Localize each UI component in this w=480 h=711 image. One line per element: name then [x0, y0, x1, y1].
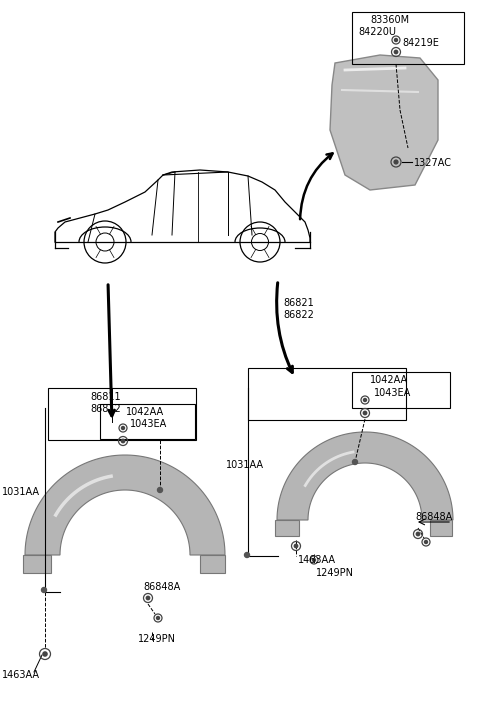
Text: 1031AA: 1031AA [2, 487, 40, 497]
Circle shape [416, 533, 420, 535]
Text: 84220U: 84220U [358, 27, 396, 37]
Polygon shape [330, 55, 438, 190]
Text: 1042AA: 1042AA [126, 407, 164, 417]
Text: 86848A: 86848A [415, 512, 452, 522]
Circle shape [294, 545, 298, 547]
Text: 84219E: 84219E [402, 38, 439, 48]
Text: 86822: 86822 [283, 310, 314, 320]
Bar [248, 368, 406, 420]
Bar [275, 520, 299, 536]
Text: 1463AA: 1463AA [2, 670, 40, 680]
Bar [200, 555, 225, 573]
Text: 1249PN: 1249PN [138, 634, 176, 644]
Circle shape [156, 616, 159, 619]
Text: 1043EA: 1043EA [374, 388, 411, 398]
Text: 86811: 86811 [90, 392, 120, 402]
Bar [430, 520, 452, 536]
Text: 1043EA: 1043EA [130, 419, 167, 429]
Text: 1327AC: 1327AC [414, 158, 452, 168]
Bar [352, 372, 450, 408]
Circle shape [157, 488, 163, 493]
Bar [23, 555, 51, 573]
Text: 1031AA: 1031AA [226, 460, 264, 470]
Polygon shape [277, 432, 453, 520]
Bar [100, 404, 195, 439]
Circle shape [363, 411, 367, 415]
Circle shape [146, 597, 150, 599]
Circle shape [312, 558, 315, 562]
Circle shape [424, 540, 428, 543]
Circle shape [352, 459, 358, 464]
Circle shape [363, 398, 367, 402]
Text: 86812: 86812 [90, 404, 121, 414]
Circle shape [121, 427, 124, 429]
Text: 83360M: 83360M [371, 15, 409, 25]
Text: 86848A: 86848A [143, 582, 180, 592]
Circle shape [395, 38, 397, 41]
Circle shape [41, 587, 47, 592]
Circle shape [43, 652, 47, 656]
Circle shape [121, 439, 125, 443]
Bar [352, 12, 464, 64]
Bar [48, 388, 196, 440]
Circle shape [244, 552, 250, 557]
Text: 1042AA: 1042AA [370, 375, 408, 385]
Circle shape [394, 50, 398, 54]
Circle shape [394, 160, 398, 164]
Text: 1249PN: 1249PN [316, 568, 354, 578]
Text: 1463AA: 1463AA [298, 555, 336, 565]
Polygon shape [25, 455, 225, 555]
Text: 86821: 86821 [283, 298, 314, 308]
